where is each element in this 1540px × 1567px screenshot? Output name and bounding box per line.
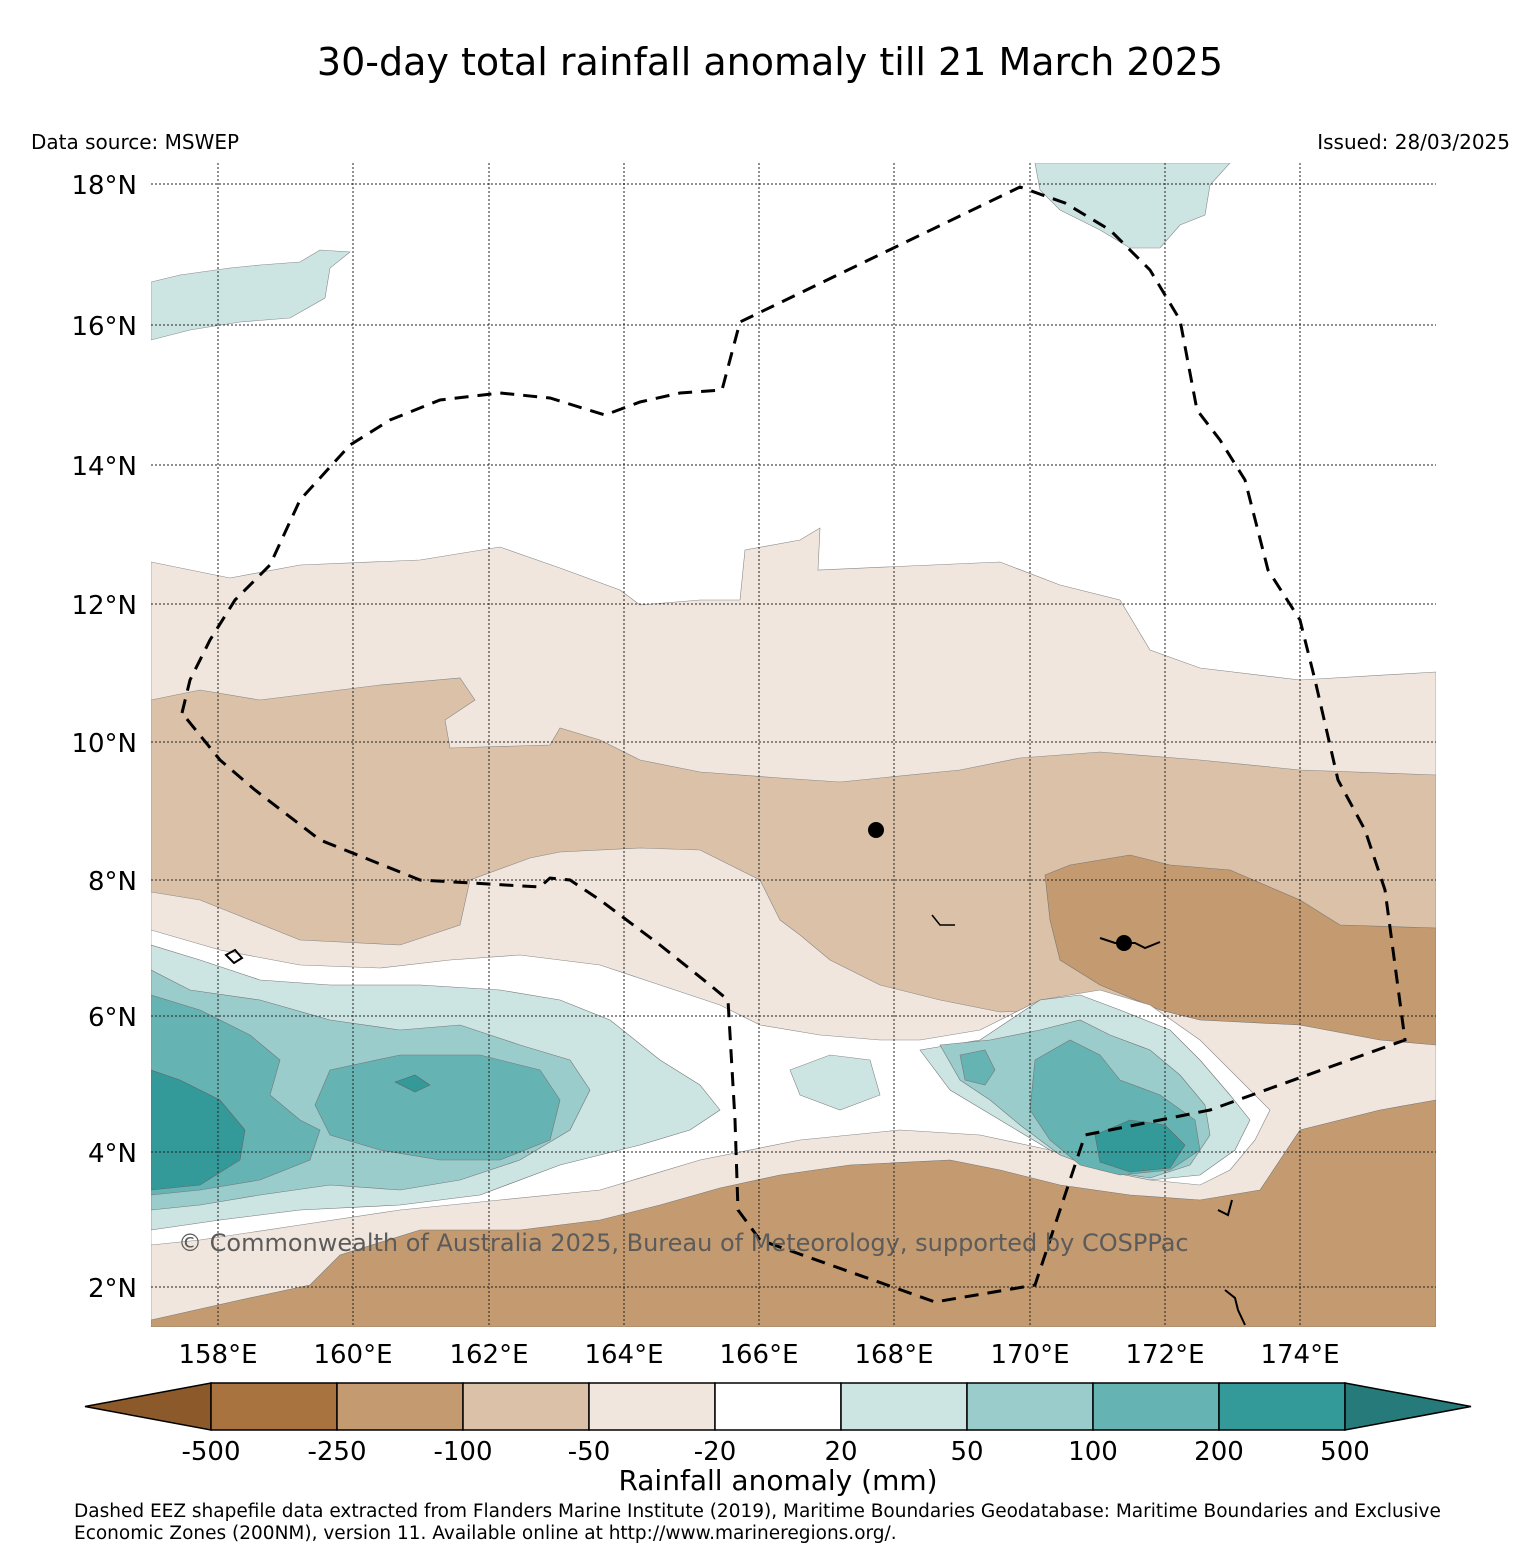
anomaly-band-darktan-south bbox=[151, 1099, 1436, 1327]
lon-label: 172°E bbox=[1125, 1340, 1204, 1370]
anomaly-patch-darkteal-small bbox=[959, 1049, 996, 1086]
lat-label: 4°N bbox=[88, 1139, 137, 1169]
lon-label: 174°E bbox=[1260, 1340, 1339, 1370]
map-title: 30-day total rainfall anomaly till 21 Ma… bbox=[316, 40, 1224, 84]
lon-label: 162°E bbox=[449, 1340, 528, 1370]
lon-label: 164°E bbox=[584, 1340, 663, 1370]
colorbar-swatch bbox=[1092, 1382, 1220, 1431]
colorbar-tick-label: 200 bbox=[1194, 1437, 1244, 1467]
eez-boundary bbox=[180, 185, 1407, 1304]
map-plot-area: © Commonwealth of Australia 2025, Bureau… bbox=[151, 163, 1436, 1327]
island-outline bbox=[1224, 1289, 1246, 1326]
anomaly-patch-darktan-east bbox=[1044, 854, 1436, 1046]
lat-label: 2°N bbox=[88, 1274, 137, 1304]
colorbar-ticks: -500 -250 -100 -50 -20 20 50 100 200 500 bbox=[181, 1437, 1369, 1467]
colorbar-tick-label: 500 bbox=[1320, 1437, 1370, 1467]
colorbar-swatch bbox=[210, 1382, 338, 1431]
colorbar-tick-label: 20 bbox=[824, 1437, 857, 1467]
lat-label: 10°N bbox=[71, 729, 137, 759]
lon-label: 168°E bbox=[854, 1340, 933, 1370]
anomaly-patch-lightteal-nw bbox=[151, 249, 351, 341]
colorbar-tick-label: -20 bbox=[694, 1437, 736, 1467]
lat-label: 12°N bbox=[71, 591, 137, 621]
island-outline bbox=[224, 948, 244, 965]
colorbar-title: Rainfall anomaly (mm) bbox=[618, 1464, 938, 1497]
issued-date-label: Issued: 28/03/2025 bbox=[1317, 130, 1510, 154]
latitude-axis: 18°N 16°N 14°N 12°N 10°N 8°N 6°N 4°N 2°N bbox=[71, 171, 137, 1304]
colorbar-swatch bbox=[336, 1382, 464, 1431]
lon-label: 160°E bbox=[313, 1340, 392, 1370]
anomaly-core-deepteal-west bbox=[151, 1069, 246, 1191]
data-source-label: Data source: MSWEP bbox=[31, 130, 240, 154]
anomaly-core-deepteal-small bbox=[394, 1074, 431, 1093]
lat-label: 8°N bbox=[88, 867, 137, 897]
island-outline bbox=[931, 914, 955, 926]
colorbar-swatch bbox=[1218, 1382, 1346, 1431]
colorbar-extend-low bbox=[84, 1382, 212, 1431]
colorbar-tick-label: -250 bbox=[307, 1437, 366, 1467]
copyright-watermark: © Commonwealth of Australia 2025, Bureau… bbox=[178, 1229, 1189, 1257]
colorbar-swatch bbox=[588, 1382, 716, 1431]
atoll-outline bbox=[1099, 937, 1161, 950]
colorbar-swatch bbox=[966, 1382, 1094, 1431]
anomaly-patch-darkteal-mid bbox=[314, 1054, 561, 1161]
longitude-axis: 158°E 160°E 162°E 164°E 166°E 168°E 170°… bbox=[178, 1340, 1339, 1370]
anomaly-patch-lightteal-mid bbox=[789, 1054, 881, 1111]
colorbar-extend-high bbox=[1344, 1382, 1472, 1431]
colorbar-swatch bbox=[714, 1382, 842, 1431]
anomaly-core-deepteal-east bbox=[1094, 1119, 1186, 1173]
colorbar-tick-label: -500 bbox=[181, 1437, 240, 1467]
lon-label: 170°E bbox=[990, 1340, 1069, 1370]
colorbar-tick-label: 100 bbox=[1068, 1437, 1118, 1467]
footnote: Dashed EEZ shapefile data extracted from… bbox=[74, 1501, 1441, 1544]
lat-label: 6°N bbox=[88, 1003, 137, 1033]
colorbar-swatch bbox=[840, 1382, 968, 1431]
lat-label: 18°N bbox=[71, 171, 137, 201]
colorbar-tick-label: -100 bbox=[433, 1437, 492, 1467]
island-marker-dot bbox=[868, 822, 884, 838]
lon-label: 158°E bbox=[178, 1340, 257, 1370]
colorbar-tick-label: 50 bbox=[950, 1437, 983, 1467]
colorbar bbox=[84, 1382, 1472, 1431]
lon-label: 166°E bbox=[719, 1340, 798, 1370]
graticule bbox=[151, 163, 1436, 1327]
island-outline bbox=[1217, 1199, 1233, 1217]
colorbar-swatch bbox=[462, 1382, 590, 1431]
lat-label: 14°N bbox=[71, 452, 137, 482]
colorbar-tick-label: -50 bbox=[568, 1437, 610, 1467]
lat-label: 16°N bbox=[71, 312, 137, 342]
